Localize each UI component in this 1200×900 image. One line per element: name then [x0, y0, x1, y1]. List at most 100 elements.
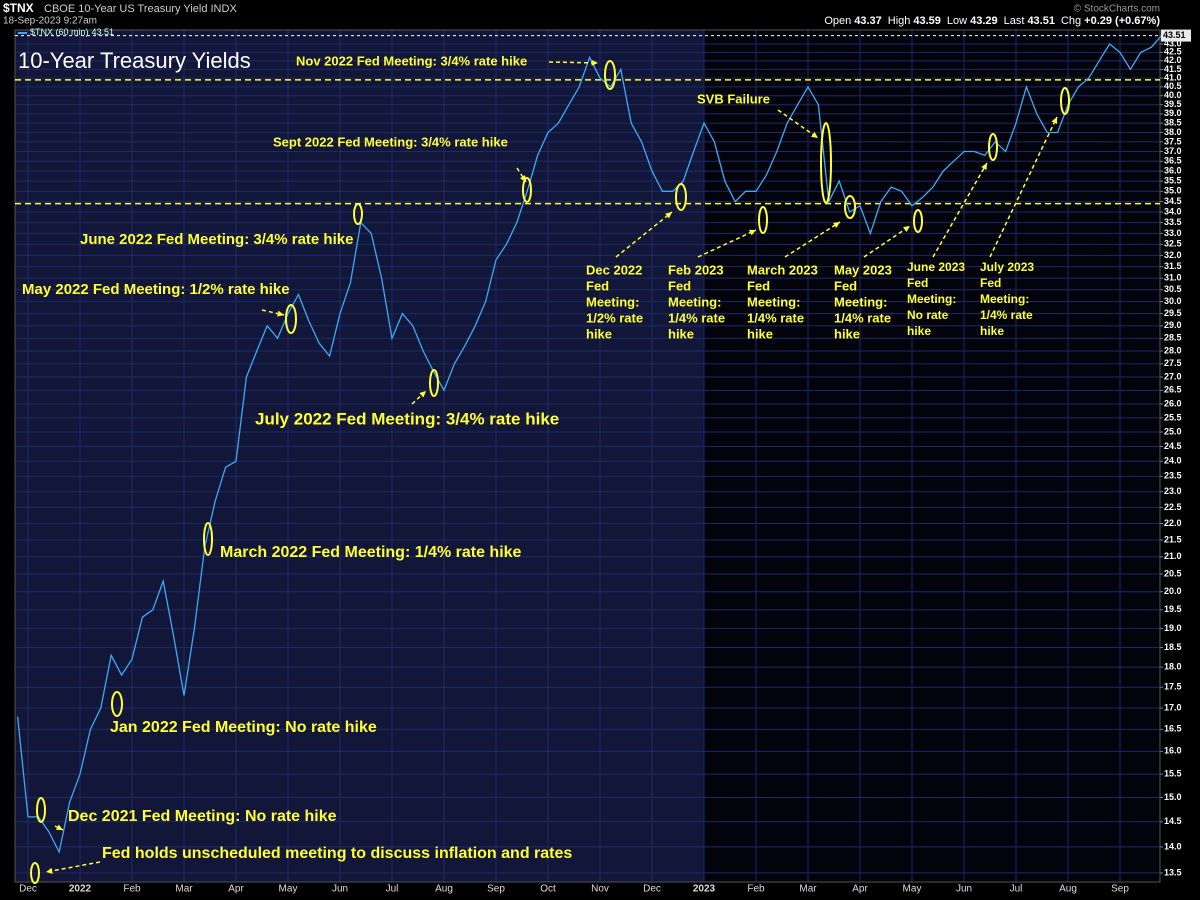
quote-name: Last [1004, 15, 1025, 27]
y-tick-label: 31.0 [1164, 273, 1182, 283]
y-tick-label: 23.5 [1164, 471, 1182, 481]
x-tick-label: Nov [591, 884, 609, 895]
y-tick-label: 37.0 [1164, 146, 1182, 156]
y-tick-label: 27.5 [1164, 358, 1182, 368]
x-tick-label: Apr [228, 884, 244, 895]
y-tick-label: 17.5 [1164, 682, 1182, 692]
annotation: 1/4% rate [980, 308, 1033, 322]
x-tick-label: Mar [175, 884, 193, 895]
x-tick-label: Jun [332, 884, 348, 895]
y-tick-label: 42.0 [1164, 55, 1182, 65]
annotation: Fed [907, 276, 928, 290]
annotation: June 2022 Fed Meeting: 3/4% rate hike [80, 231, 353, 248]
quote-value: +0.29 (+0.67%) [1084, 15, 1160, 27]
y-tick-label: 23.0 [1164, 486, 1182, 496]
y-tick-label: 41.0 [1164, 72, 1182, 82]
arrow-head [811, 131, 818, 138]
y-tick-label: 32.0 [1164, 250, 1182, 260]
arrow-head [591, 59, 598, 66]
annotation: Meeting: [668, 294, 721, 309]
y-tick-label: 33.5 [1164, 217, 1182, 227]
y-tick-label: 21.0 [1164, 551, 1182, 561]
arrow-head [46, 867, 53, 874]
annotation: hike [980, 324, 1004, 338]
y-tick-label: 25.5 [1164, 412, 1182, 422]
y-tick-label: 36.0 [1164, 166, 1182, 176]
y-tick-label: 29.0 [1164, 320, 1182, 330]
annotation: Meeting: [747, 294, 800, 309]
highlight-ellipse [111, 691, 123, 717]
arrow-head [981, 163, 987, 170]
annotation-arrow [516, 167, 527, 183]
x-tick-label: Jul [386, 884, 399, 895]
source: © StockCharts.com [1074, 4, 1160, 15]
highlight-ellipse [203, 522, 213, 556]
y-tick-label: 29.5 [1164, 308, 1182, 318]
highlight-ellipse [758, 206, 768, 234]
y-tick-label: 26.0 [1164, 398, 1182, 408]
annotation: hike [907, 324, 931, 338]
arrow-head [520, 175, 526, 182]
y-tick-label: 21.5 [1164, 534, 1182, 544]
y-tick-label: 18.0 [1164, 661, 1182, 671]
y-tick-label: 18.5 [1164, 642, 1182, 652]
subtitle: CBOE 10-Year US Treasury Yield INDX [44, 3, 237, 15]
annotation-arrow [784, 221, 841, 258]
quote-name: Chg [1061, 15, 1081, 27]
quote-value: 43.51 [1027, 15, 1055, 27]
quote-name: Low [947, 15, 967, 27]
x-tick-label: Sep [487, 884, 505, 895]
annotation: 1/4% rate [834, 310, 891, 325]
y-tick-label: 25.0 [1164, 426, 1182, 436]
quote-value: 43.59 [913, 15, 941, 27]
legend-last: 43.51 [92, 27, 115, 37]
annotation: 1/2% rate [586, 310, 643, 325]
annotation: June 2023 [907, 260, 965, 274]
y-tick-label: 37.5 [1164, 136, 1182, 146]
highlight-ellipse [1060, 87, 1070, 115]
annotation: hike [586, 326, 612, 341]
annotation: hike [834, 326, 860, 341]
y-tick-label: 22.0 [1164, 518, 1182, 528]
annotation: Nov 2022 Fed Meeting: 3/4% rate hike [296, 53, 527, 68]
y-tick-label: 15.0 [1164, 792, 1182, 802]
x-tick-label: Dec [643, 884, 661, 895]
annotation: SVB Failure [697, 91, 770, 106]
quote-value: 43.37 [854, 15, 882, 27]
highlight-ellipse [913, 209, 923, 233]
y-tick-label: 16.5 [1164, 724, 1182, 734]
annotation-arrow [548, 61, 599, 64]
x-tick-label: Aug [1059, 884, 1077, 895]
last-value-box [1161, 29, 1191, 42]
annotation: Fed [747, 278, 770, 293]
annotation-arrow [863, 225, 911, 258]
date: 18-Sep-2023 9:27am [3, 16, 97, 27]
annotation-arrow [615, 211, 673, 258]
x-tick-label: Dec [19, 884, 37, 895]
y-tick-label: 40.5 [1164, 81, 1182, 91]
annotation-arrow [697, 229, 757, 258]
highlight-ellipse [988, 133, 998, 161]
arrow-head [749, 229, 756, 236]
y-tick-label: 24.5 [1164, 441, 1182, 451]
annotation: March 2023 [747, 262, 818, 277]
legend-text: $TNX (60 min) 43.51 [30, 27, 114, 37]
annotation: March 2022 Fed Meeting: 1/4% rate hike [220, 544, 522, 561]
x-tick-label: Apr [852, 884, 868, 895]
y-tick-label: 15.5 [1164, 768, 1182, 778]
x-tick-label: May [903, 884, 922, 895]
x-tick-label: Aug [435, 884, 453, 895]
plot-area-early [15, 30, 704, 882]
highlight-ellipse [429, 369, 439, 397]
annotation-arrow [45, 861, 101, 873]
y-tick-label: 24.0 [1164, 456, 1182, 466]
annotation: hike [747, 326, 773, 341]
annotation-arrow [777, 109, 819, 139]
y-tick-label: 27.0 [1164, 371, 1182, 381]
y-tick-label: 36.5 [1164, 156, 1182, 166]
symbol: $TNX [3, 1, 34, 15]
x-tick-label: Feb [123, 884, 141, 895]
quote-name: Open [824, 15, 851, 27]
highlight-ellipse [285, 304, 297, 334]
